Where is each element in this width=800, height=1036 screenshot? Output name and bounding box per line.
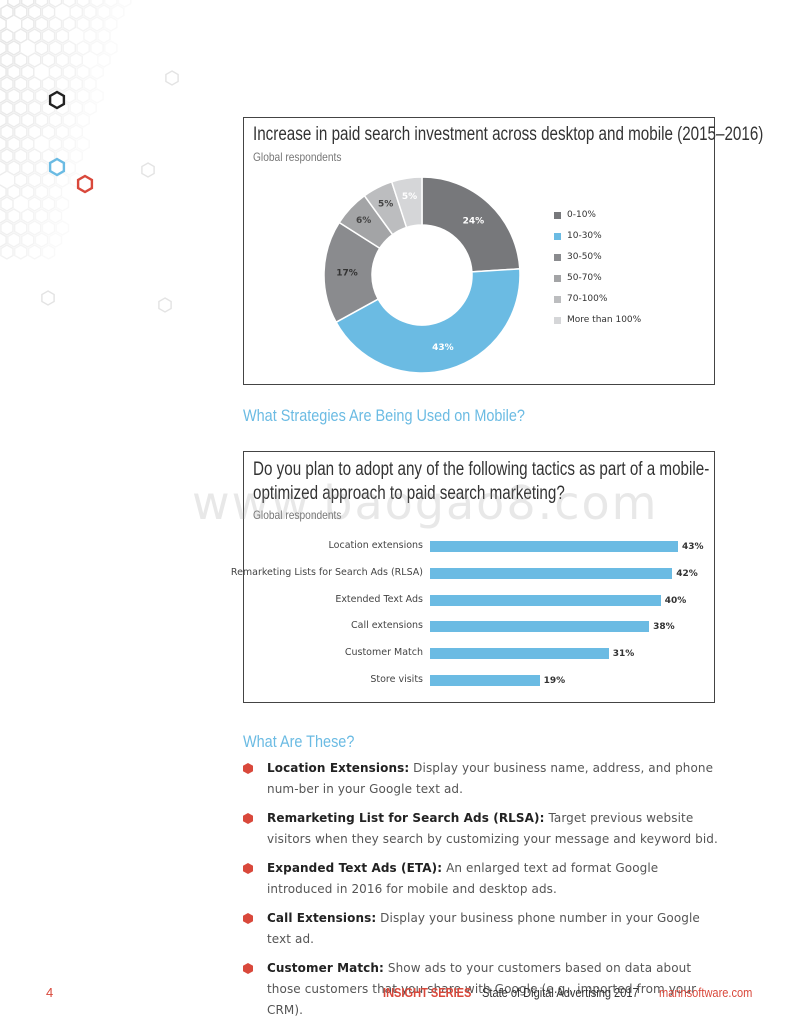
donut-data-label: 5% (402, 192, 417, 202)
definition-text: Show ads to your customers based on data… (267, 961, 697, 1017)
definitions-list: Location Extensions: Display your busine… (243, 758, 723, 1029)
definition-text: Display your business phone number in yo… (267, 911, 700, 946)
definition-term: Location Extensions: (267, 761, 410, 775)
bar (430, 675, 540, 686)
definition-item: Location Extensions: Display your busine… (243, 758, 723, 800)
bar-chart-panel: Do you plan to adopt any of the followin… (231, 451, 715, 703)
definition-item: Call Extensions: Display your business p… (243, 908, 723, 950)
bar-chart: Location extensions 43% Remarketing Lists … (231, 539, 714, 689)
bar (430, 621, 650, 633)
definition-item: Expanded Text Ads (ETA): An enlarged tex… (243, 858, 723, 900)
definition-item: Remarketing List for Search Ads (RLSA): … (243, 808, 723, 850)
bar-row: Store visits 19% (244, 673, 714, 687)
donut-data-label: 5% (378, 200, 393, 210)
donut-chart-title: Increase in paid search investment acros… (253, 124, 764, 145)
bar-category-label: Remarketing Lists for Search Ads (RLSA) (230, 566, 423, 578)
legend-label: 10-30% (567, 231, 602, 241)
bar-category-label: Location extensions (328, 540, 423, 551)
donut-data-label: 24% (463, 216, 485, 226)
definition-text: An enlarged text ad format Google introd… (267, 861, 659, 896)
hexagon-bullet-icon (243, 863, 253, 874)
hexagon-bullet-icon (243, 913, 253, 924)
bar-category-label: Customer Match (344, 647, 423, 659)
bar-category-label: Call extensions (350, 620, 423, 632)
page-number: 4 (46, 985, 54, 1000)
bar-value-label: 40% (664, 595, 687, 606)
hexagon-bullet-icon (243, 813, 253, 824)
bar-value-label: 19% (543, 676, 566, 686)
hexagon-red-icon (76, 174, 94, 194)
bar-category-label: Extended Text Ads (335, 593, 423, 605)
bar-value-label: 42% (676, 568, 698, 579)
bar-category-label: Store visits (370, 674, 423, 685)
hexagon-bullet-icon (243, 763, 253, 774)
donut-slice (390, 176, 423, 229)
donut-chart: 24% 43% 17% 6% 5% 5% (323, 176, 521, 374)
bar-value-label: 38% (653, 622, 675, 633)
definition-term: Expanded Text Ads (ETA): (267, 861, 443, 875)
definition-text: Target previous website visitors when th… (267, 811, 718, 846)
donut-chart-panel: Increase in paid search investment acros… (243, 117, 763, 385)
definition-term: Remarketing List for Search Ads (RLSA): (267, 811, 545, 825)
legend-item: 10-30% (554, 229, 602, 243)
donut-slice (335, 268, 521, 374)
legend-item: 30-50% (554, 250, 602, 264)
bar (430, 567, 673, 579)
bar-row: Customer Match 31% (244, 646, 714, 660)
hexagon-dark-icon (48, 90, 66, 110)
legend-item: 0-10% (554, 208, 596, 222)
hexagon-pattern-decoration (0, 0, 179, 313)
section-heading-what-are-these: What Are These? (243, 732, 355, 751)
bar (430, 594, 661, 606)
footer-url: marinsoftware.com (659, 985, 753, 1000)
footer-doc-title: State of Digital Advertising 2017 (482, 985, 639, 1000)
donut-slice (421, 176, 521, 273)
bar-value-label: 43% (682, 542, 704, 552)
hexagon-blue-icon (48, 157, 66, 177)
bar-chart-title-line1: Do you plan to adopt any of the followin… (253, 459, 710, 480)
definition-item: Customer Match: Show ads to your custome… (243, 958, 723, 1021)
bar-row: Remarketing Lists for Search Ads (RLSA) 4… (231, 566, 714, 580)
donut-data-label: 6% (356, 216, 371, 226)
legend-item: 50-70% (554, 271, 602, 285)
hexagon-bullet-icon (243, 963, 253, 974)
definition-text: Display your business name, address, and… (267, 761, 714, 796)
donut-data-label: 43% (432, 343, 454, 353)
legend-swatch (554, 232, 561, 240)
bar-row: Call extensions 38% (244, 619, 714, 633)
legend-swatch (554, 253, 561, 261)
bar (430, 648, 609, 660)
legend-swatch (554, 211, 561, 219)
bar-value-label: 31% (612, 649, 635, 660)
legend-label: More than 100% (567, 315, 642, 325)
legend-swatch (554, 274, 561, 282)
legend-label: 30-50% (567, 252, 602, 262)
definition-term: Call Extensions: (267, 911, 377, 925)
definition-term: Customer Match: (267, 961, 384, 975)
legend-swatch (554, 316, 561, 324)
legend-label: 50-70% (567, 273, 602, 283)
donut-data-label: 17% (336, 269, 358, 279)
bar-chart-title-line2: optimized approach to paid search market… (253, 483, 565, 504)
bar (430, 541, 678, 552)
legend-label: 70-100% (567, 294, 608, 304)
bar-chart-subtitle: Global respondents (253, 508, 342, 522)
legend-item: More than 100% (554, 313, 641, 327)
bar-row: Location extensions 43% (244, 539, 714, 553)
bar-row: Extended Text Ads 40% (244, 593, 714, 607)
legend-item: 70-100% (554, 292, 607, 306)
section-heading-strategies: What Strategies Are Being Used on Mobile… (243, 406, 525, 425)
donut-chart-subtitle: Global respondents (253, 150, 342, 164)
footer-series: INSIGHT SERIES (383, 985, 472, 1000)
legend-swatch (554, 295, 561, 303)
legend-label: 0-10% (567, 210, 596, 220)
